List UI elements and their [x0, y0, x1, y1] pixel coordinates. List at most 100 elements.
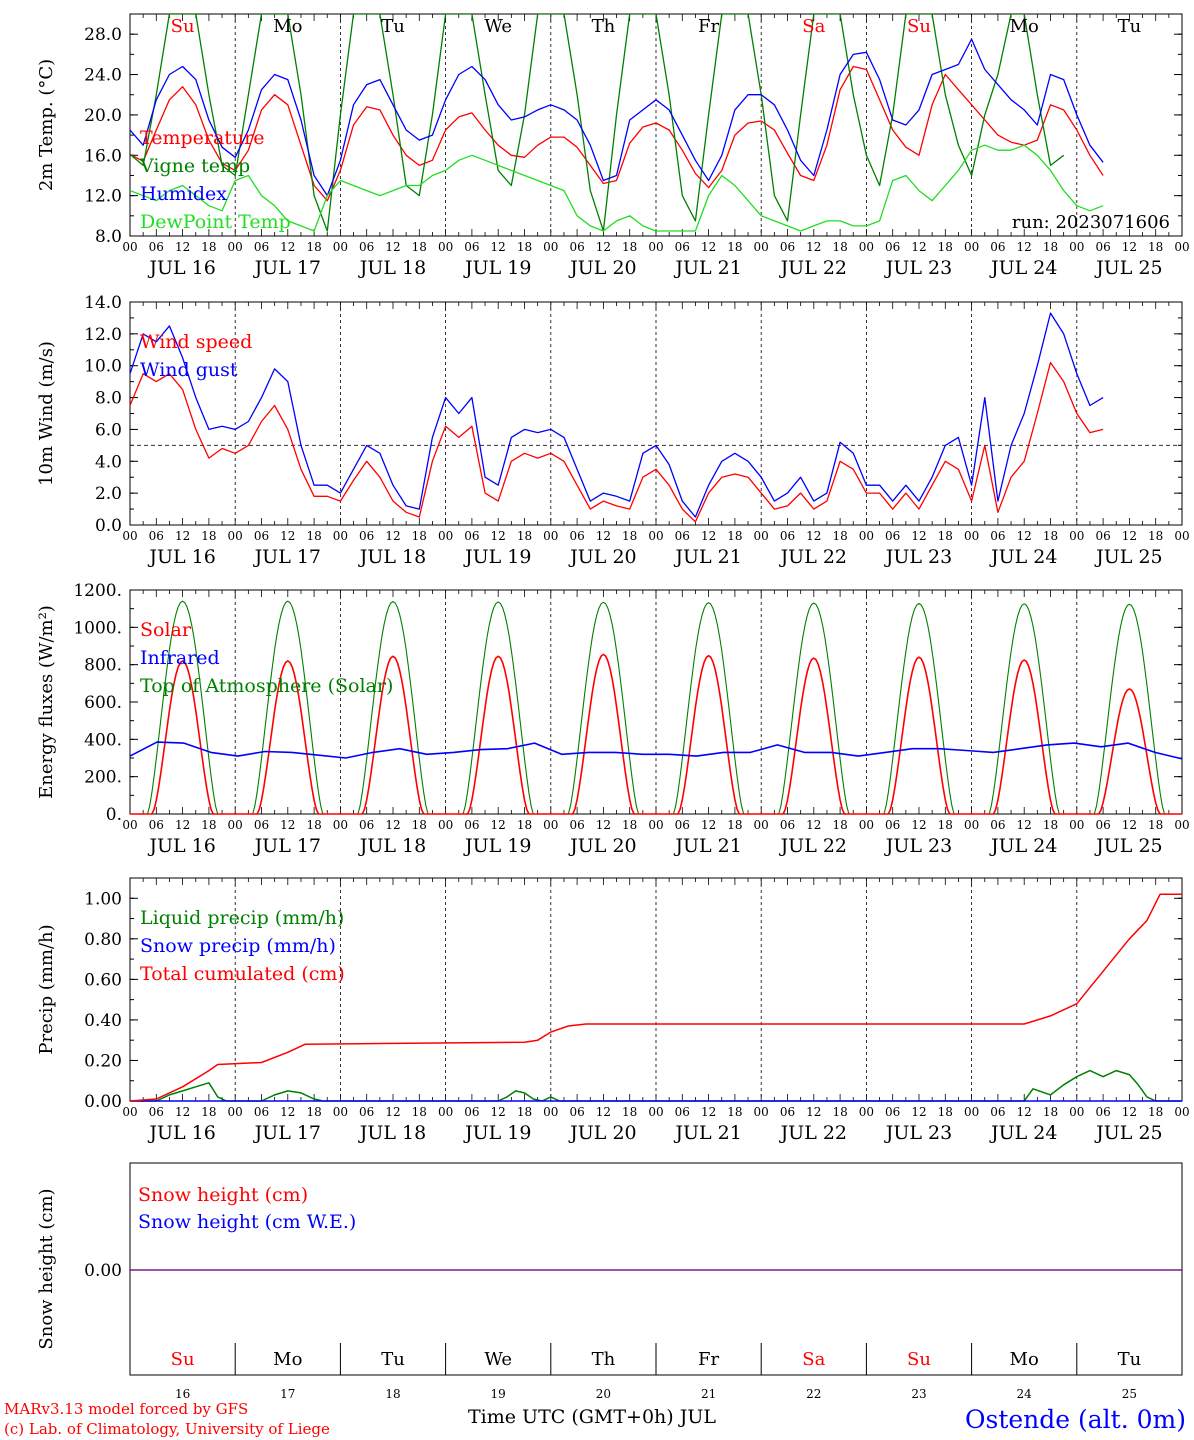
hour-tick-label: 12 — [491, 1105, 506, 1119]
hour-tick-label: 12 — [806, 1105, 821, 1119]
hour-tick-label: 18 — [201, 818, 216, 832]
hour-tick-label: 00 — [543, 240, 558, 254]
hour-tick-label: 00 — [859, 529, 874, 543]
y-axis-label: Precip (mm/h) — [36, 924, 57, 1054]
hour-tick-label: 12 — [175, 240, 190, 254]
hour-tick-label: 12 — [1017, 529, 1032, 543]
hour-tick-label: 18 — [832, 818, 847, 832]
hour-tick-label: 12 — [806, 529, 821, 543]
hour-tick-label: 12 — [701, 529, 716, 543]
legend-infrared: Infrared — [140, 647, 220, 669]
hour-tick-label: 18 — [306, 240, 321, 254]
legend-total-cumulated-cm: Total cumulated (cm) — [140, 963, 345, 985]
legend-solar: Solar — [140, 619, 192, 641]
hour-tick-label: 12 — [596, 240, 611, 254]
hour-tick-label: 12 — [806, 240, 821, 254]
hour-tick-label: 18 — [517, 240, 532, 254]
series-group — [130, 14, 1104, 232]
hour-tick-label: 00 — [228, 240, 243, 254]
day-label: JUL 20 — [568, 257, 636, 279]
y-axis-label: Snow height (cm) — [36, 1188, 57, 1349]
hour-tick-label: 06 — [1095, 1105, 1110, 1119]
hour-tick-label: 12 — [280, 818, 295, 832]
hour-tick-label: 06 — [780, 240, 795, 254]
weekday-label: Mo — [1010, 1349, 1039, 1370]
legend-wind-speed: Wind speed — [140, 331, 252, 353]
day-label: JUL 22 — [779, 835, 847, 857]
hour-tick-label: 12 — [385, 240, 400, 254]
hour-tick-label: 06 — [1095, 240, 1110, 254]
hour-tick-label: 12 — [1122, 529, 1137, 543]
day-label: JUL 17 — [253, 835, 321, 857]
y-tick-label: 16.0 — [84, 146, 122, 166]
hour-tick-label: 12 — [385, 818, 400, 832]
hour-tick-label: 00 — [754, 529, 769, 543]
hour-tick-label: 06 — [464, 818, 479, 832]
hour-tick-label: 12 — [1122, 818, 1137, 832]
hour-tick-label: 18 — [1043, 1105, 1058, 1119]
legend-wind-gust: Wind gust — [140, 359, 238, 381]
hour-tick-label: 12 — [175, 818, 190, 832]
day-label: JUL 19 — [463, 835, 531, 857]
hour-tick-label: 18 — [1043, 240, 1058, 254]
hour-tick-label: 18 — [938, 1105, 953, 1119]
hour-tick-label: 00 — [1069, 818, 1084, 832]
day-label: JUL 21 — [673, 835, 741, 857]
day-number-label: 24 — [1017, 1387, 1033, 1401]
legend-snow-height-cm: Snow height (cm) — [138, 1184, 308, 1206]
series-line-vigne-temp — [130, 14, 1065, 232]
hour-tick-label: 18 — [412, 240, 427, 254]
day-label: JUL 21 — [673, 546, 741, 568]
hour-tick-label: 00 — [859, 240, 874, 254]
hour-tick-label: 18 — [832, 1105, 847, 1119]
hour-tick-label: 12 — [280, 1105, 295, 1119]
hour-tick-label: 18 — [412, 818, 427, 832]
hour-tick-label: 18 — [1148, 1105, 1163, 1119]
hour-tick-label: 12 — [385, 529, 400, 543]
hour-tick-label: 00 — [122, 240, 137, 254]
hour-tick-label: 18 — [727, 1105, 742, 1119]
y-tick-label: 200. — [84, 768, 122, 788]
series-line-wind-gust — [129, 312, 1104, 518]
hour-tick-label: 00 — [964, 1105, 979, 1119]
hour-tick-label: 00 — [438, 1105, 453, 1119]
hour-tick-label: 00 — [543, 529, 558, 543]
hour-tick-label: 00 — [964, 529, 979, 543]
hour-tick-label: 00 — [1174, 1105, 1189, 1119]
series-line-solar — [130, 653, 1182, 815]
weekday-label: Su — [907, 1349, 931, 1370]
hour-tick-label: 00 — [648, 240, 663, 254]
hour-tick-label: 06 — [990, 1105, 1005, 1119]
hour-tick-label: 06 — [569, 1105, 584, 1119]
legend-liquid-precip-mm-h: Liquid precip (mm/h) — [140, 907, 344, 929]
hour-tick-label: 00 — [438, 529, 453, 543]
day-label: JUL 16 — [147, 546, 215, 568]
hour-tick-label: 12 — [1122, 240, 1137, 254]
hour-tick-label: 00 — [754, 1105, 769, 1119]
weekday-label: Sa — [802, 1349, 825, 1370]
day-number-label: 19 — [491, 1387, 506, 1401]
day-label: JUL 20 — [568, 1122, 636, 1144]
hour-tick-label: 06 — [254, 1105, 269, 1119]
hour-tick-label: 00 — [1174, 818, 1189, 832]
hour-tick-label: 00 — [1174, 529, 1189, 543]
series-line-dewpoint-temp — [130, 144, 1104, 232]
hour-tick-label: 18 — [201, 529, 216, 543]
hour-tick-label: 18 — [412, 529, 427, 543]
day-label: JUL 17 — [253, 257, 321, 279]
y-tick-label: 28.0 — [84, 25, 122, 45]
day-label: JUL 22 — [779, 257, 847, 279]
day-label: JUL 25 — [1094, 546, 1162, 568]
hour-tick-label: 12 — [701, 240, 716, 254]
day-label: JUL 17 — [253, 546, 321, 568]
y-tick-label: 10.0 — [84, 357, 122, 377]
hour-tick-label: 12 — [175, 529, 190, 543]
hour-tick-label: 12 — [1017, 240, 1032, 254]
hour-tick-label: 18 — [1148, 529, 1163, 543]
day-label: JUL 16 — [147, 835, 215, 857]
y-tick-label: 0. — [106, 805, 122, 825]
hour-tick-label: 18 — [727, 529, 742, 543]
y-tick-label: 8.0 — [95, 389, 122, 409]
hour-tick-label: 00 — [648, 818, 663, 832]
hour-tick-label: 00 — [648, 529, 663, 543]
